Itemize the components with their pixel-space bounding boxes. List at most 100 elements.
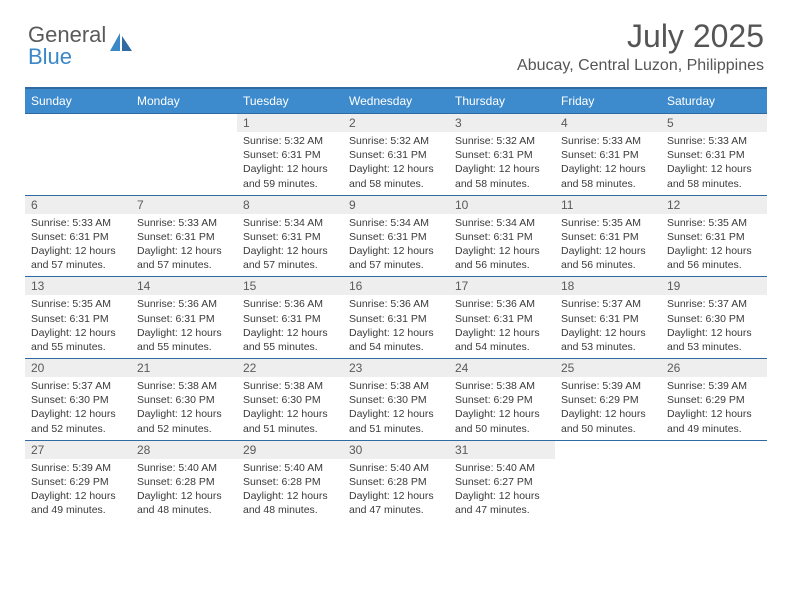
day-number: 24 bbox=[449, 358, 555, 377]
daynum-row: 6789101112 bbox=[25, 195, 767, 214]
day-details: Sunrise: 5:38 AMSunset: 6:30 PMDaylight:… bbox=[343, 377, 449, 440]
day-number: 29 bbox=[237, 440, 343, 459]
day-cell-body: Sunrise: 5:33 AMSunset: 6:31 PMDaylight:… bbox=[661, 132, 767, 195]
day-cell-header: 8 bbox=[237, 195, 343, 214]
day-details: Sunrise: 5:38 AMSunset: 6:29 PMDaylight:… bbox=[449, 377, 555, 440]
day-cell-body: Sunrise: 5:39 AMSunset: 6:29 PMDaylight:… bbox=[555, 377, 661, 440]
day-cell-body: Sunrise: 5:32 AMSunset: 6:31 PMDaylight:… bbox=[237, 132, 343, 195]
day-number: 9 bbox=[343, 195, 449, 214]
day-details: Sunrise: 5:32 AMSunset: 6:31 PMDaylight:… bbox=[237, 132, 343, 195]
day-number: 13 bbox=[25, 276, 131, 295]
day-cell-header: 13 bbox=[25, 276, 131, 295]
day-cell-header: 2 bbox=[343, 113, 449, 132]
page-title: July 2025 bbox=[517, 18, 764, 55]
day-details: Sunrise: 5:36 AMSunset: 6:31 PMDaylight:… bbox=[449, 295, 555, 358]
day-cell-body bbox=[555, 459, 661, 522]
weekday-header: Monday bbox=[131, 88, 237, 113]
day-cell-body: Sunrise: 5:34 AMSunset: 6:31 PMDaylight:… bbox=[237, 214, 343, 277]
day-number: 3 bbox=[449, 113, 555, 132]
day-cell-header: 18 bbox=[555, 276, 661, 295]
day-cell-body: Sunrise: 5:36 AMSunset: 6:31 PMDaylight:… bbox=[237, 295, 343, 358]
day-cell-header bbox=[131, 113, 237, 132]
day-details: Sunrise: 5:39 AMSunset: 6:29 PMDaylight:… bbox=[661, 377, 767, 440]
day-cell-header: 1 bbox=[237, 113, 343, 132]
day-details: Sunrise: 5:37 AMSunset: 6:30 PMDaylight:… bbox=[661, 295, 767, 358]
day-details: Sunrise: 5:36 AMSunset: 6:31 PMDaylight:… bbox=[343, 295, 449, 358]
logo-word-2: Blue bbox=[28, 44, 72, 69]
day-cell-body: Sunrise: 5:40 AMSunset: 6:27 PMDaylight:… bbox=[449, 459, 555, 522]
day-details: Sunrise: 5:40 AMSunset: 6:28 PMDaylight:… bbox=[343, 459, 449, 522]
day-number: 7 bbox=[131, 195, 237, 214]
day-cell-body bbox=[661, 459, 767, 522]
day-cell-body: Sunrise: 5:32 AMSunset: 6:31 PMDaylight:… bbox=[449, 132, 555, 195]
daynum-row: 2728293031 bbox=[25, 440, 767, 459]
day-details: Sunrise: 5:38 AMSunset: 6:30 PMDaylight:… bbox=[131, 377, 237, 440]
day-cell-body: Sunrise: 5:40 AMSunset: 6:28 PMDaylight:… bbox=[237, 459, 343, 522]
day-cell-header: 21 bbox=[131, 358, 237, 377]
day-cell-header: 26 bbox=[661, 358, 767, 377]
location-label: Abucay, Central Luzon, Philippines bbox=[517, 57, 764, 75]
day-cell-header: 29 bbox=[237, 440, 343, 459]
day-details: Sunrise: 5:35 AMSunset: 6:31 PMDaylight:… bbox=[555, 214, 661, 277]
day-cell-header: 25 bbox=[555, 358, 661, 377]
day-cell-header: 14 bbox=[131, 276, 237, 295]
day-number: 21 bbox=[131, 358, 237, 377]
day-cell-body: Sunrise: 5:34 AMSunset: 6:31 PMDaylight:… bbox=[343, 214, 449, 277]
day-details: Sunrise: 5:34 AMSunset: 6:31 PMDaylight:… bbox=[343, 214, 449, 277]
day-number: 23 bbox=[343, 358, 449, 377]
day-number: 18 bbox=[555, 276, 661, 295]
day-cell-header: 5 bbox=[661, 113, 767, 132]
daybody-row: Sunrise: 5:39 AMSunset: 6:29 PMDaylight:… bbox=[25, 459, 767, 522]
weekday-header-row: Sunday Monday Tuesday Wednesday Thursday… bbox=[25, 88, 767, 113]
daybody-row: Sunrise: 5:33 AMSunset: 6:31 PMDaylight:… bbox=[25, 214, 767, 277]
day-details: Sunrise: 5:33 AMSunset: 6:31 PMDaylight:… bbox=[661, 132, 767, 195]
day-cell-header: 24 bbox=[449, 358, 555, 377]
day-details: Sunrise: 5:32 AMSunset: 6:31 PMDaylight:… bbox=[449, 132, 555, 195]
day-details: Sunrise: 5:40 AMSunset: 6:28 PMDaylight:… bbox=[237, 459, 343, 522]
daynum-row: 13141516171819 bbox=[25, 276, 767, 295]
day-number: 6 bbox=[25, 195, 131, 214]
day-cell-header: 9 bbox=[343, 195, 449, 214]
day-cell-header: 12 bbox=[661, 195, 767, 214]
day-number: 20 bbox=[25, 358, 131, 377]
day-cell-header: 7 bbox=[131, 195, 237, 214]
day-number: 19 bbox=[661, 276, 767, 295]
day-cell-body: Sunrise: 5:38 AMSunset: 6:29 PMDaylight:… bbox=[449, 377, 555, 440]
day-cell-header: 4 bbox=[555, 113, 661, 132]
day-number: 8 bbox=[237, 195, 343, 214]
day-cell-header bbox=[661, 440, 767, 459]
day-details: Sunrise: 5:37 AMSunset: 6:31 PMDaylight:… bbox=[555, 295, 661, 358]
weekday-header: Friday bbox=[555, 88, 661, 113]
day-cell-body: Sunrise: 5:34 AMSunset: 6:31 PMDaylight:… bbox=[449, 214, 555, 277]
day-number: 30 bbox=[343, 440, 449, 459]
day-cell-body bbox=[25, 132, 131, 195]
day-number: 15 bbox=[237, 276, 343, 295]
daybody-row: Sunrise: 5:32 AMSunset: 6:31 PMDaylight:… bbox=[25, 132, 767, 195]
day-cell-body: Sunrise: 5:37 AMSunset: 6:30 PMDaylight:… bbox=[661, 295, 767, 358]
daybody-row: Sunrise: 5:37 AMSunset: 6:30 PMDaylight:… bbox=[25, 377, 767, 440]
day-number: 27 bbox=[25, 440, 131, 459]
day-cell-body: Sunrise: 5:33 AMSunset: 6:31 PMDaylight:… bbox=[131, 214, 237, 277]
title-block: July 2025 Abucay, Central Luzon, Philipp… bbox=[517, 18, 764, 75]
day-details: Sunrise: 5:38 AMSunset: 6:30 PMDaylight:… bbox=[237, 377, 343, 440]
day-details: Sunrise: 5:32 AMSunset: 6:31 PMDaylight:… bbox=[343, 132, 449, 195]
day-cell-header: 15 bbox=[237, 276, 343, 295]
day-details: Sunrise: 5:40 AMSunset: 6:28 PMDaylight:… bbox=[131, 459, 237, 522]
sail-icon bbox=[108, 31, 134, 58]
day-cell-body: Sunrise: 5:39 AMSunset: 6:29 PMDaylight:… bbox=[661, 377, 767, 440]
day-details: Sunrise: 5:33 AMSunset: 6:31 PMDaylight:… bbox=[131, 214, 237, 277]
day-cell-header: 31 bbox=[449, 440, 555, 459]
day-number: 2 bbox=[343, 113, 449, 132]
day-number: 1 bbox=[237, 113, 343, 132]
day-cell-header: 17 bbox=[449, 276, 555, 295]
day-details: Sunrise: 5:37 AMSunset: 6:30 PMDaylight:… bbox=[25, 377, 131, 440]
day-details: Sunrise: 5:33 AMSunset: 6:31 PMDaylight:… bbox=[25, 214, 131, 277]
day-cell-header: 27 bbox=[25, 440, 131, 459]
day-cell-body: Sunrise: 5:40 AMSunset: 6:28 PMDaylight:… bbox=[343, 459, 449, 522]
day-cell-body: Sunrise: 5:38 AMSunset: 6:30 PMDaylight:… bbox=[131, 377, 237, 440]
logo-text: General Blue bbox=[28, 24, 106, 68]
day-details: Sunrise: 5:39 AMSunset: 6:29 PMDaylight:… bbox=[555, 377, 661, 440]
day-cell-header: 22 bbox=[237, 358, 343, 377]
day-cell-header bbox=[25, 113, 131, 132]
day-details: Sunrise: 5:35 AMSunset: 6:31 PMDaylight:… bbox=[25, 295, 131, 358]
